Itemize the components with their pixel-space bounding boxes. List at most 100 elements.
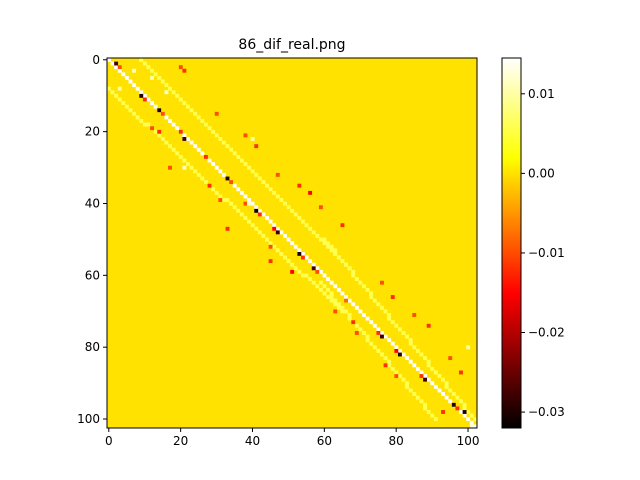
heatmap-cell (268, 187, 273, 192)
heatmap-cell (383, 356, 388, 361)
heatmap-cell (401, 352, 406, 357)
heatmap-cell (171, 90, 176, 95)
heatmap-cell (333, 284, 338, 289)
heatmap-cell (286, 259, 291, 264)
heatmap-cell (419, 352, 424, 357)
heatmap-cell (333, 309, 338, 314)
heatmap-cell (275, 172, 280, 177)
heatmap-cell (286, 205, 291, 210)
heatmap-cell (408, 338, 413, 343)
heatmap-cell (182, 137, 187, 141)
heatmap-cell (376, 327, 381, 332)
heatmap-cell (150, 126, 154, 131)
heatmap-cell (322, 241, 327, 246)
heatmap-cell (250, 169, 255, 174)
heatmap-cell (408, 388, 413, 393)
heatmap-cell (186, 104, 190, 109)
heatmap-cell (178, 65, 183, 70)
heatmap-cell (358, 280, 363, 285)
heatmap-cell (401, 331, 406, 335)
y-tick-label: 0 (92, 53, 100, 67)
heatmap-cell (268, 241, 273, 246)
heatmap-cell (415, 348, 420, 353)
heatmap-cell (394, 370, 399, 375)
heatmap-cell (441, 410, 445, 414)
heatmap-cell (193, 111, 198, 116)
heatmap-cell (354, 323, 359, 328)
heatmap-cell (157, 133, 162, 138)
heatmap-cell (437, 388, 442, 393)
heatmap-cell (275, 194, 280, 199)
heatmap-cell (117, 68, 122, 73)
heatmap-cell (157, 75, 162, 80)
heatmap-cell (160, 111, 165, 116)
heatmap-cell (132, 68, 137, 73)
heatmap-cell (283, 234, 287, 238)
heatmap-cell (175, 93, 180, 98)
heatmap-cell (178, 129, 183, 134)
heatmap-cell (358, 309, 363, 314)
heatmap-cell (193, 169, 198, 174)
heatmap-cell (347, 316, 352, 321)
plot-frame (106, 57, 478, 429)
heatmap-cell (265, 216, 269, 220)
heatmap-cell (297, 183, 302, 188)
heatmap-cell (318, 287, 323, 292)
heatmap-cell (150, 75, 154, 80)
heatmap-cell (469, 413, 474, 418)
heatmap-cell (318, 280, 323, 285)
heatmap-cell (405, 384, 410, 389)
heatmap-cell (293, 212, 298, 217)
heatmap-cell (124, 104, 129, 109)
heatmap-cell (326, 241, 331, 246)
heatmap-cell (290, 262, 295, 267)
heatmap-cell (153, 72, 158, 77)
heatmap-cell (279, 230, 284, 235)
heatmap-cell (329, 244, 334, 249)
heatmap-cell (311, 266, 316, 271)
heatmap-cell (153, 129, 158, 134)
heatmap-cell (107, 86, 111, 91)
heatmap-cell (387, 313, 392, 317)
heatmap-cell (268, 219, 273, 224)
heatmap-cell (286, 237, 291, 242)
heatmap-cell (117, 65, 122, 70)
heatmap-cell (369, 341, 374, 346)
heatmap-cell (415, 366, 420, 371)
heatmap-cell (290, 269, 295, 274)
colorbar-tick-label: −0.03 (528, 405, 565, 419)
heatmap-cell (200, 151, 205, 156)
heatmap-cell (257, 176, 262, 181)
heatmap-cell (448, 388, 453, 393)
y-tick-label: 80 (85, 340, 100, 354)
heatmap-cell (336, 302, 341, 307)
heatmap-cell (200, 176, 205, 181)
heatmap-cell (304, 255, 309, 260)
heatmap-cell (203, 154, 208, 159)
heatmap-cell (250, 223, 255, 228)
heatmap-cell (297, 216, 302, 220)
heatmap-cell (344, 262, 348, 267)
heatmap-cell (189, 140, 194, 145)
heatmap-cell (322, 273, 327, 278)
heatmap-cell (139, 58, 144, 62)
heatmap-cell (243, 201, 248, 206)
heatmap-cell (189, 165, 194, 170)
heatmap-cell (423, 356, 428, 361)
heatmap-cell (200, 119, 205, 123)
heatmap-cell (397, 352, 402, 357)
heatmap-cell (214, 190, 219, 195)
heatmap-cell (473, 417, 477, 422)
heatmap-cell (297, 251, 302, 256)
heatmap-cell (318, 237, 323, 242)
heatmap-cell (218, 169, 223, 174)
heatmap-cell (254, 144, 259, 149)
heatmap-cell (376, 302, 381, 307)
heatmap-cell (297, 269, 302, 274)
heatmap-cell (196, 147, 201, 152)
heatmap-cell (182, 165, 187, 170)
heatmap-cell (232, 183, 237, 188)
heatmap-plot-area (107, 58, 477, 428)
heatmap-cell (412, 345, 417, 350)
heatmap-cell (135, 115, 140, 120)
